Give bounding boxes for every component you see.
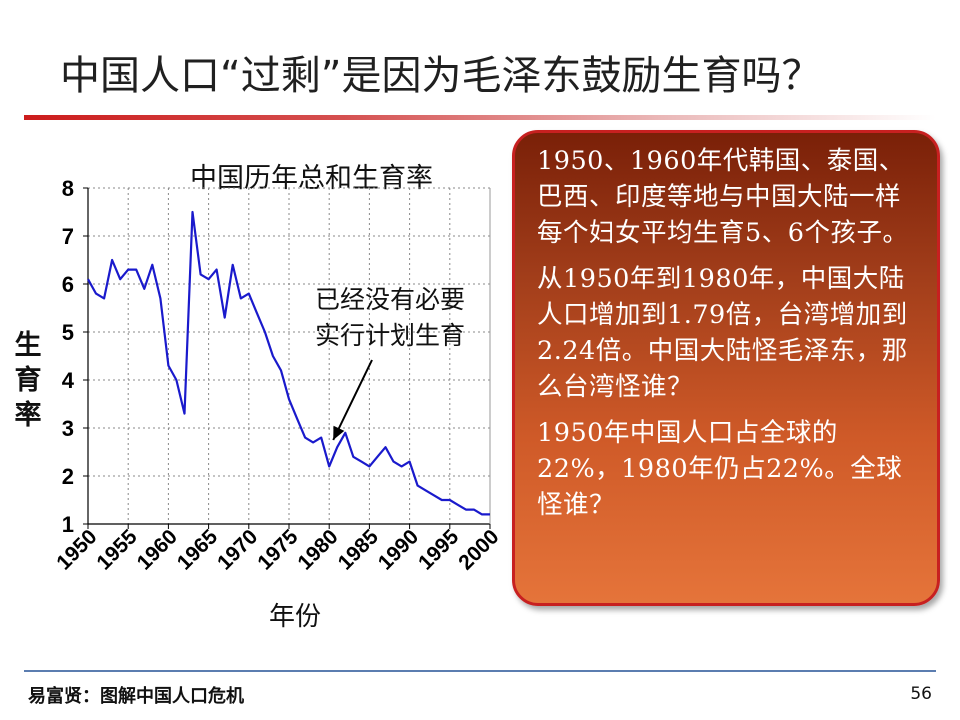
- x-tick-label: 1955: [92, 525, 142, 575]
- annotation-arrow-group: [332, 359, 373, 441]
- y-tick-label: 4: [62, 368, 75, 393]
- page-number: 56: [910, 684, 932, 704]
- y-tick-label: 5: [62, 320, 74, 345]
- x-tick-label: 2000: [454, 525, 503, 574]
- y-tick-label: 3: [62, 416, 74, 441]
- y-tick-label: 7: [62, 224, 74, 249]
- y-tick-label: 2: [62, 464, 74, 489]
- x-axis-label: 年份: [268, 602, 321, 632]
- y-tick-label: 8: [62, 176, 74, 201]
- chart-annotation: 已经没有必要 实行计划生育: [285, 282, 495, 354]
- chart-grid: [88, 187, 491, 524]
- x-tick-label: 1985: [334, 525, 384, 575]
- annotation-line-1: 已经没有必要: [314, 285, 465, 314]
- annotation-line-2: 实行计划生育: [314, 321, 465, 350]
- x-tick-label: 1960: [133, 525, 182, 574]
- annotation-arrowhead: [333, 425, 345, 440]
- x-tick-label: 1980: [293, 525, 342, 574]
- y-axis-label: 生育率: [14, 330, 42, 431]
- x-tick-label: 1970: [213, 525, 262, 574]
- x-tick-label: 1975: [253, 525, 303, 575]
- title-divider: [24, 115, 936, 120]
- y-tick-label: 1: [62, 512, 74, 537]
- x-tick-label: 1950: [52, 525, 101, 574]
- x-tick-label: 1990: [374, 525, 423, 574]
- annotation-arrow: [332, 359, 373, 441]
- y-tick-label: 6: [62, 272, 74, 297]
- info-paragraph-3: 1950年中国人口占全球的22%，1980年仍占22%。全球怪谁？: [537, 418, 903, 520]
- info-box: 1950、1960年代韩国、泰国、巴西、印度等地与中国大陆一样每个妇女平均生育5…: [512, 130, 940, 606]
- chart-series: [87, 210, 490, 516]
- chart-title: 中国历年总和生育率: [190, 163, 433, 194]
- info-paragraph-2: 从1950年到1980年，中国大陆人口增加到1.79倍，台湾增加到2.24倍。中…: [537, 264, 908, 402]
- x-tick-label: 1995: [414, 525, 464, 575]
- slide-title: 中国人口“过剩”是因为毛泽东鼓励生育吗？: [60, 53, 822, 99]
- fertility-series-line: [87, 210, 490, 516]
- footer-source: 易富贤：图解中国人口危机: [28, 686, 244, 707]
- footer-divider: [24, 670, 936, 672]
- info-paragraph-1: 1950、1960年代韩国、泰国、巴西、印度等地与中国大陆一样每个妇女平均生育5…: [537, 146, 909, 248]
- x-tick-label: 1965: [173, 525, 223, 575]
